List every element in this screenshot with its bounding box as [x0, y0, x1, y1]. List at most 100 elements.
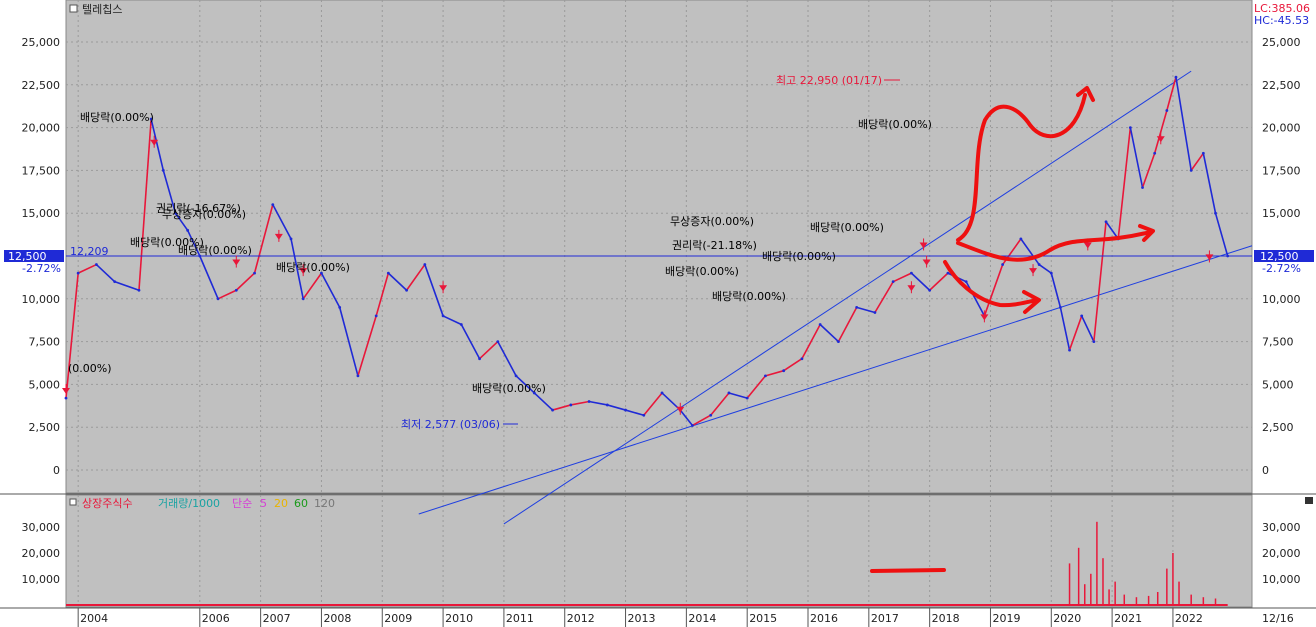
price-point [95, 263, 98, 266]
volume-plot-area[interactable] [65, 494, 1253, 608]
price-segment [892, 272, 912, 283]
hc-label: HC:-45.53 [1254, 14, 1309, 27]
grid-lines [66, 0, 1252, 607]
price-point [253, 271, 256, 275]
annotation-label: 무상증자(0.00%) [162, 208, 246, 221]
price-point [1019, 237, 1023, 241]
price-segment [1175, 76, 1192, 171]
price-point [873, 311, 877, 314]
price-segment [643, 392, 663, 416]
price-point [301, 297, 305, 301]
price-tick-right: 5,000 [1262, 378, 1294, 391]
price-point [1153, 151, 1157, 155]
channel-trend-line[interactable] [503, 70, 1192, 525]
price-segment [1105, 221, 1119, 240]
price-point [174, 211, 177, 215]
price-segment [1093, 221, 1107, 342]
price-segment [983, 264, 1004, 317]
price-point [1092, 340, 1096, 343]
price-segment [338, 307, 359, 377]
date-tick-label: 2018 [932, 612, 960, 625]
current-price-tag-left [4, 250, 64, 262]
low-label: 최저 2,577 (03/06) [401, 418, 500, 431]
date-tick-label: 2011 [506, 612, 534, 625]
price-point [764, 374, 767, 378]
legend-ma120: 120 [314, 497, 335, 510]
price-point [64, 396, 68, 400]
date-tick-label: 2010 [445, 612, 473, 625]
price-segment [217, 289, 237, 300]
volume-tick-left: 20,000 [22, 547, 61, 560]
support-trend-line[interactable] [418, 245, 1253, 515]
price-point [216, 297, 220, 301]
price-segment [1050, 272, 1062, 308]
date-tick-label: 2013 [628, 612, 656, 625]
price-segment [1080, 315, 1095, 342]
price-segment [174, 212, 189, 231]
price-segment [1190, 152, 1204, 171]
price-segment [1166, 76, 1177, 111]
price-segment [1129, 127, 1144, 188]
price-segment [253, 204, 274, 274]
price-segment [728, 392, 748, 399]
price-point [137, 288, 141, 292]
annotation-label: 배당락(0.00%) [472, 382, 546, 395]
annotation-label: 권리락(-21.18%) [672, 239, 757, 252]
date-tick-label: 2022 [1175, 612, 1203, 625]
side-arrow-drawing [956, 230, 1152, 262]
stock-title: 텔레칩스 [82, 3, 122, 16]
price-segment [910, 272, 931, 291]
price-segment [570, 400, 590, 406]
price-point [478, 357, 481, 361]
current-change-left: -2.72% [22, 262, 61, 275]
legend-ma20: 20 [274, 497, 288, 510]
date-tick-label: 2015 [749, 612, 777, 625]
annotation-label: 배당락(0.00%) [810, 221, 884, 234]
price-segment [199, 255, 219, 300]
price-segment [837, 306, 858, 342]
price-segment [1059, 307, 1071, 351]
date-tick-label: 2020 [1053, 612, 1081, 625]
legend-simple: 단순 [232, 497, 252, 510]
price-point [1165, 109, 1169, 112]
price-point [441, 314, 445, 318]
price-segment [442, 315, 462, 326]
title-box-icon[interactable] [69, 4, 78, 13]
price-point [587, 400, 591, 403]
price-point [1189, 169, 1193, 172]
price-tick-right: 15,000 [1262, 207, 1301, 220]
date-tick-label: 2008 [323, 612, 351, 625]
annotation-label: 배당락(0.00%) [178, 244, 252, 257]
price-segment [679, 409, 694, 426]
price-point [782, 369, 786, 373]
price-segment [692, 414, 712, 427]
left-price-label: 12,209 [70, 245, 109, 258]
price-point [338, 305, 342, 309]
price-point [910, 271, 913, 275]
price-point [149, 117, 153, 121]
date-tick-label: 2009 [384, 612, 412, 625]
price-point [234, 288, 238, 292]
price-segment [765, 369, 784, 377]
price-tick-left: 20,000 [22, 122, 61, 135]
price-point [1001, 263, 1005, 266]
price-tick-right: 0 [1262, 464, 1269, 477]
price-tick-right: 22,500 [1262, 79, 1301, 92]
date-tick-label: 2012 [567, 612, 595, 625]
annotation-label: 배당락(0.00%) [858, 118, 932, 131]
trend-lines[interactable] [418, 70, 1253, 525]
price-point [1080, 314, 1084, 318]
date-tick-label: 2014 [688, 612, 716, 625]
price-segment [1117, 127, 1132, 239]
annotation-label: (0.00%) [68, 362, 112, 375]
volume-bars [66, 521, 1228, 606]
legend-box-icon[interactable] [69, 498, 77, 506]
price-tick-right: 20,000 [1262, 122, 1301, 135]
price-segment [965, 281, 986, 317]
price-tick-left: 7,500 [29, 336, 61, 349]
panel-close-icon[interactable] [1305, 497, 1313, 504]
date-tick-label: 2021 [1114, 612, 1142, 625]
price-point [320, 271, 323, 275]
